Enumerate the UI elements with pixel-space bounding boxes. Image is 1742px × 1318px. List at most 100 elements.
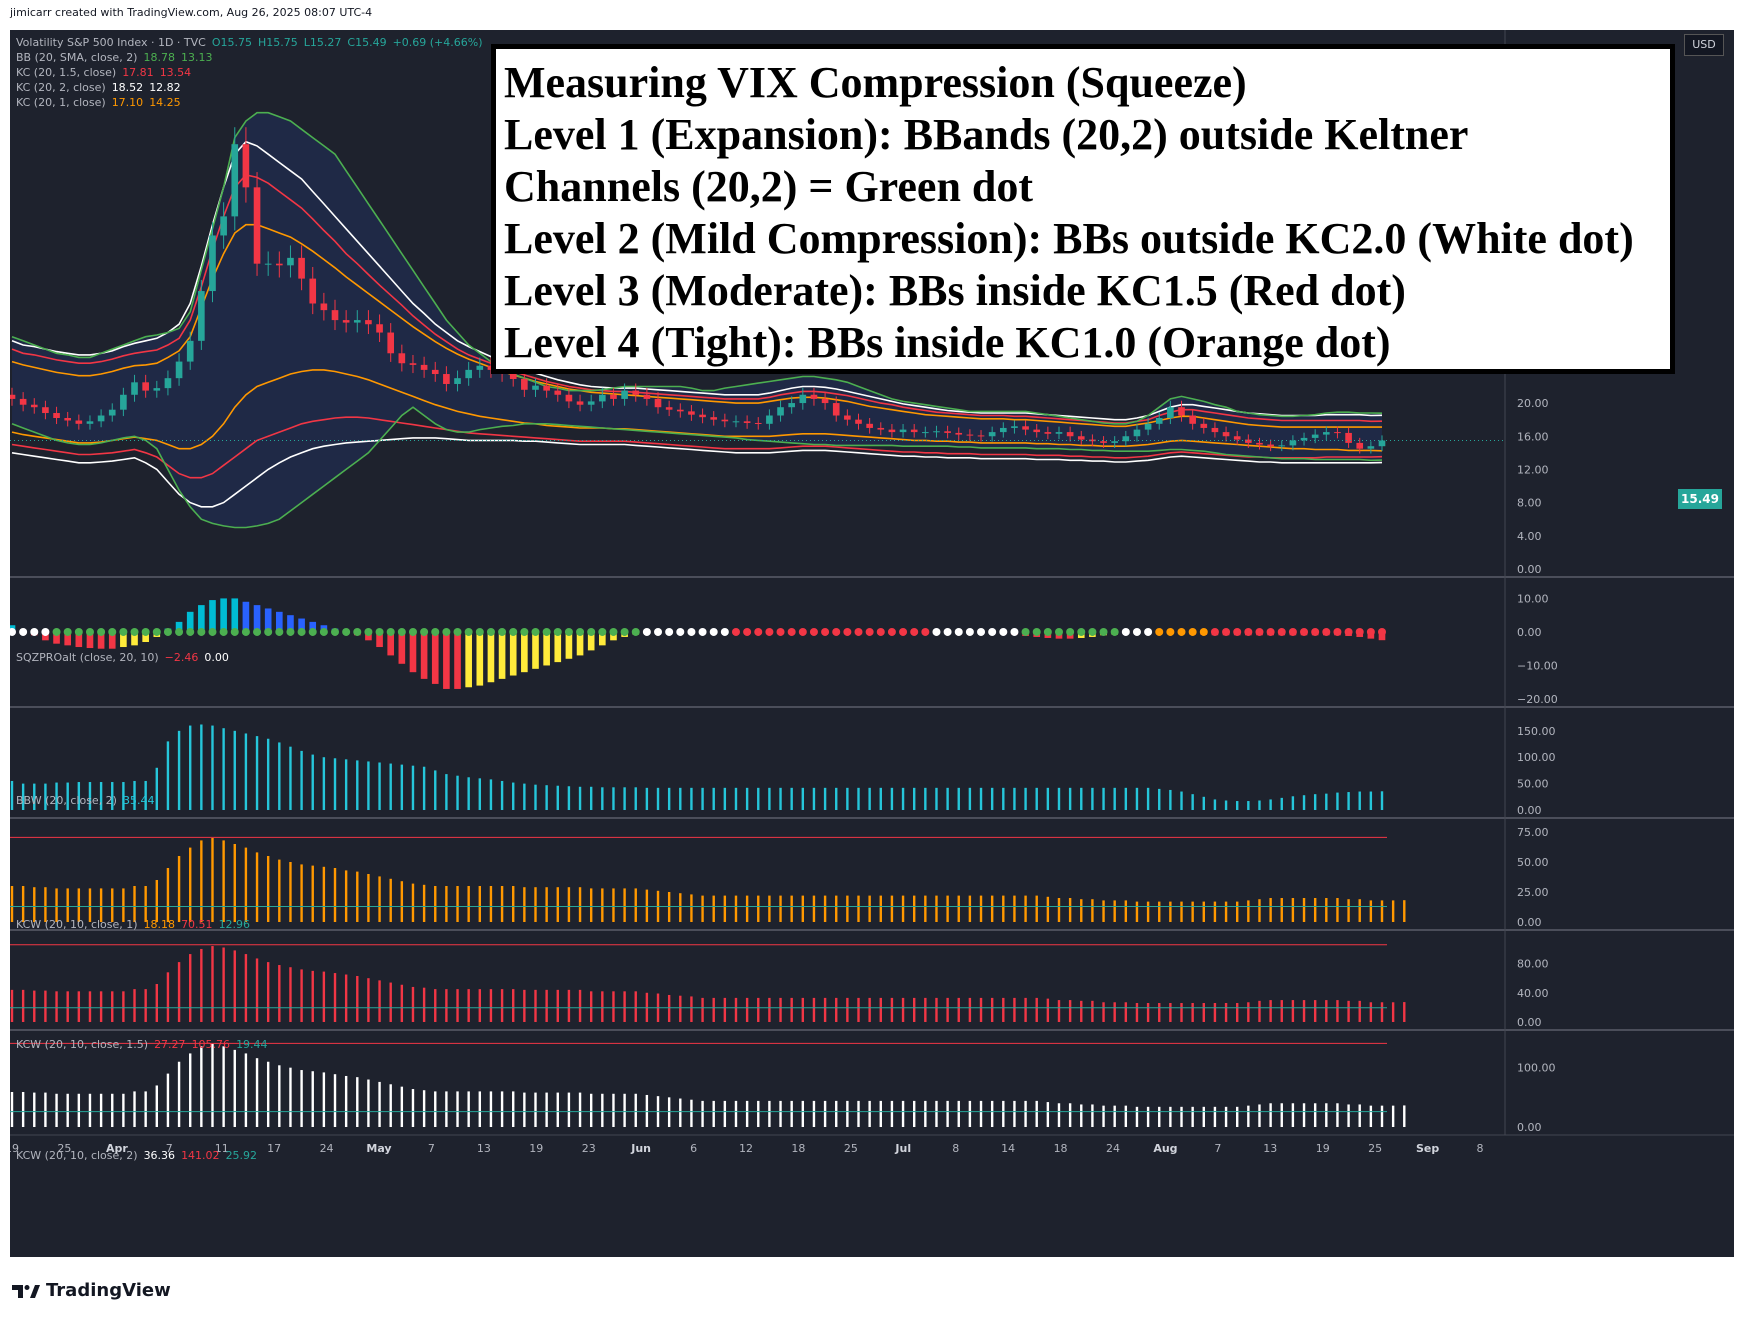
indicator-bar	[1224, 1003, 1228, 1022]
keltner-1.5-lower-line	[11, 416, 1383, 479]
legend-item: H15.75	[258, 36, 298, 49]
indicator-bar	[33, 990, 36, 1022]
squeeze-dot	[977, 627, 986, 636]
squeeze-momentum-bar	[465, 631, 472, 688]
indicator-bar	[478, 1091, 482, 1127]
candle-body	[175, 361, 183, 379]
last-price-tag: 15.49	[1678, 489, 1722, 509]
squeeze-dot	[342, 627, 351, 636]
currency-badge[interactable]: USD	[1684, 34, 1724, 56]
indicator-bar	[1169, 789, 1172, 810]
indicator-bar	[1224, 901, 1228, 922]
indicator-bar	[768, 895, 771, 922]
indicator-bar	[445, 1091, 448, 1127]
candle-body	[53, 413, 60, 418]
indicator-bar	[278, 742, 281, 810]
indicator-bar	[857, 787, 860, 810]
indicator-bar	[389, 763, 392, 810]
indicator-bar	[166, 868, 170, 922]
squeeze-dot	[319, 627, 328, 636]
x-tick-label: 24	[1106, 1142, 1120, 1155]
squeeze-dot	[364, 627, 373, 636]
squeeze-momentum-bar	[186, 611, 194, 632]
indicator-bar	[1391, 1002, 1395, 1022]
indicator-bar	[1380, 791, 1384, 810]
indicator-bar	[1024, 787, 1027, 810]
squeeze-momentum-bar	[42, 631, 49, 641]
legend-item: 18.18	[143, 918, 176, 931]
indicator-bar	[478, 989, 482, 1022]
indicator-bar	[378, 1081, 381, 1127]
indicator-bar	[66, 888, 69, 922]
indicator-bar	[768, 1100, 771, 1127]
indicator-bar	[1146, 901, 1150, 922]
indicator-bar	[723, 997, 727, 1022]
squeeze-momentum-bar	[287, 615, 294, 632]
indicator-bar	[612, 787, 615, 810]
indicator-bar	[122, 991, 125, 1022]
candle-body	[186, 340, 194, 362]
indicator-bar	[545, 785, 548, 810]
indicator-bar	[10, 886, 14, 922]
indicator-bar	[233, 1049, 236, 1127]
indicator-bar	[233, 844, 236, 922]
squeeze-dot	[10, 627, 16, 636]
indicator-bar	[935, 787, 938, 810]
squeeze-dot	[19, 627, 28, 636]
indicator-bar	[979, 895, 983, 922]
candle-body	[443, 374, 450, 384]
annotation-line: Level 1 (Expansion): BBands (20,2) outsi…	[504, 110, 1469, 159]
indicator-bar	[1046, 1102, 1050, 1127]
indicator-bar	[500, 780, 504, 810]
squeeze-dot	[798, 627, 807, 636]
indicator-bar	[289, 967, 292, 1022]
indicator-bar	[901, 787, 905, 810]
indicator-bar	[1124, 1002, 1128, 1022]
indicator-bar	[177, 962, 181, 1022]
squeeze-dot	[576, 627, 585, 636]
indicator-bar	[367, 978, 370, 1022]
indicator-bar	[690, 1099, 693, 1127]
y-tick-label: 50.00	[1517, 856, 1549, 869]
indicator-bar	[500, 1091, 504, 1127]
indicator-bar	[1024, 1100, 1027, 1127]
indicator-bar	[545, 1092, 548, 1127]
indicator-bar	[1325, 898, 1328, 922]
indicator-bar	[456, 775, 459, 810]
annotation-line: Level 3 (Moderate): BBs inside KC1.5 (Re…	[504, 266, 1406, 315]
indicator-bar	[1291, 898, 1295, 922]
indicator-bar	[1380, 1002, 1384, 1022]
candle-body	[1300, 437, 1308, 441]
squeeze-dot	[1266, 627, 1275, 636]
candle-body	[64, 417, 72, 421]
indicator-bar	[1213, 1003, 1217, 1022]
legend-kc1: KC (20, 1, close) 17.10 14.25	[16, 96, 187, 109]
indicator-bar	[1158, 788, 1161, 810]
indicator-bar	[623, 888, 626, 922]
indicator-bar	[979, 1100, 983, 1127]
indicator-bar	[556, 989, 559, 1022]
x-tick-label: 14	[1001, 1142, 1015, 1155]
candle-body	[977, 435, 985, 437]
indicator-bar	[1057, 1000, 1061, 1022]
indicator-bar	[1280, 797, 1283, 810]
indicator-bar	[757, 997, 760, 1022]
y-tick-label: −20.00	[1517, 693, 1558, 706]
tradingview-logo[interactable]: TradingView	[12, 1280, 171, 1301]
indicator-bar	[1146, 1003, 1150, 1022]
indicator-bar	[1302, 898, 1306, 922]
indicator-bar	[400, 984, 404, 1022]
indicator-bar	[489, 989, 493, 1022]
indicator-bar	[745, 895, 749, 922]
squeeze-dot	[197, 627, 206, 636]
indicator-bar	[634, 991, 637, 1022]
indicator-bar	[411, 883, 415, 922]
y-tick-label: 8.00	[1517, 497, 1542, 510]
indicator-bar	[1135, 787, 1139, 810]
indicator-bar	[1035, 895, 1038, 922]
annotation-line: Level 4 (Tight): BBs inside KC1.0 (Orang…	[504, 318, 1391, 367]
indicator-bar	[634, 1093, 637, 1127]
indicator-bar	[523, 989, 526, 1022]
indicator-bar	[801, 1100, 805, 1127]
x-tick-label: Sep	[1416, 1142, 1439, 1155]
